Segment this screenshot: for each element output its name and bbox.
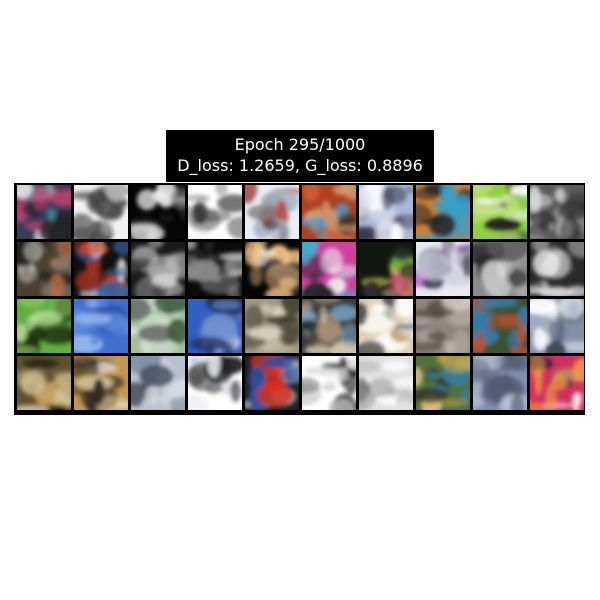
generated-sample-tile (473, 185, 527, 239)
generated-sample-tile (188, 242, 242, 296)
generated-sample-tile (74, 299, 128, 353)
generated-sample-tile (302, 356, 356, 410)
generated-sample-tile (473, 299, 527, 353)
generated-sample-tile (74, 185, 128, 239)
generated-sample-tile (416, 242, 470, 296)
generated-sample-tile (530, 356, 584, 410)
generated-sample-tile (188, 356, 242, 410)
generated-sample-tile (245, 242, 299, 296)
loss-label: D_loss: 1.2659, G_loss: 0.8896 (177, 156, 423, 175)
generated-image-grid (14, 183, 585, 415)
generated-sample-tile (302, 299, 356, 353)
generated-sample-tile (245, 185, 299, 239)
generated-sample-tile (131, 356, 185, 410)
generated-sample-tile (530, 185, 584, 239)
generated-sample-tile (416, 356, 470, 410)
generated-sample-tile (530, 299, 584, 353)
generated-sample-tile (74, 356, 128, 410)
generated-sample-tile (473, 356, 527, 410)
generated-sample-tile (17, 299, 71, 353)
generated-sample-tile (74, 242, 128, 296)
figure-title: Epoch 295/1000 D_loss: 1.2659, G_loss: 0… (166, 130, 434, 182)
epoch-label: Epoch 295/1000 (234, 135, 366, 154)
generated-sample-tile (131, 242, 185, 296)
generated-sample-tile (302, 185, 356, 239)
generated-sample-tile (17, 185, 71, 239)
generated-sample-tile (245, 299, 299, 353)
generated-sample-tile (473, 242, 527, 296)
generated-sample-tile (530, 242, 584, 296)
generated-sample-tile (131, 185, 185, 239)
generated-sample-tile (17, 242, 71, 296)
generated-sample-tile (359, 242, 413, 296)
generated-sample-tile (359, 185, 413, 239)
generated-sample-tile (131, 299, 185, 353)
generated-sample-tile (359, 356, 413, 410)
generated-sample-tile (416, 185, 470, 239)
generated-sample-tile (302, 242, 356, 296)
generated-sample-tile (416, 299, 470, 353)
generated-sample-tile (188, 185, 242, 239)
generated-sample-tile (359, 299, 413, 353)
generated-sample-tile (245, 356, 299, 410)
generated-sample-tile (17, 356, 71, 410)
generated-sample-tile (188, 299, 242, 353)
